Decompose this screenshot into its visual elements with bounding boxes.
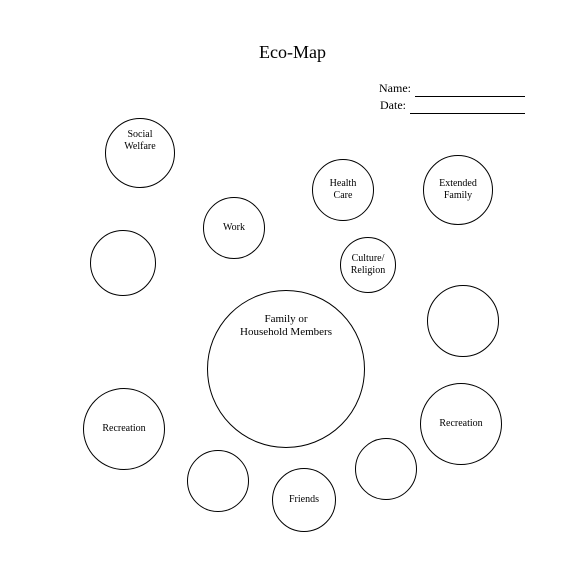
node-label-work: Work	[223, 222, 245, 234]
node-blank-mid1	[187, 450, 249, 512]
node-label-health-care: Health Care	[330, 178, 357, 202]
node-label-recreation-left: Recreation	[102, 423, 145, 435]
node-label-friends: Friends	[289, 494, 319, 506]
node-recreation-right: Recreation	[420, 383, 502, 465]
node-friends: Friends	[272, 468, 336, 532]
form-area: Name: Date:	[379, 80, 525, 114]
date-line: Date:	[379, 97, 525, 114]
date-label: Date:	[380, 97, 406, 114]
node-social-welfare: Social Welfare	[105, 118, 175, 188]
node-blank-right1	[427, 285, 499, 357]
name-underline[interactable]	[415, 84, 525, 97]
node-recreation-left: Recreation	[83, 388, 165, 470]
node-culture-religion: Culture/ Religion	[340, 237, 396, 293]
node-label-culture-religion: Culture/ Religion	[351, 253, 385, 277]
node-label-recreation-right: Recreation	[439, 418, 482, 430]
node-label-extended-family: Extended Family	[439, 178, 477, 202]
node-work: Work	[203, 197, 265, 259]
node-label-social-welfare: Social Welfare	[106, 129, 174, 153]
node-extended-family: Extended Family	[423, 155, 493, 225]
node-label-center: Family or Household Members	[208, 313, 364, 339]
node-blank-left	[90, 230, 156, 296]
name-label: Name:	[379, 80, 411, 97]
date-underline[interactable]	[410, 101, 525, 114]
eco-map-page: Eco-Map Name: Date: Family or Household …	[0, 0, 585, 585]
page-title: Eco-Map	[0, 42, 585, 63]
node-center: Family or Household Members	[207, 290, 365, 448]
node-health-care: Health Care	[312, 159, 374, 221]
name-line: Name:	[379, 80, 525, 97]
node-blank-mid2	[355, 438, 417, 500]
